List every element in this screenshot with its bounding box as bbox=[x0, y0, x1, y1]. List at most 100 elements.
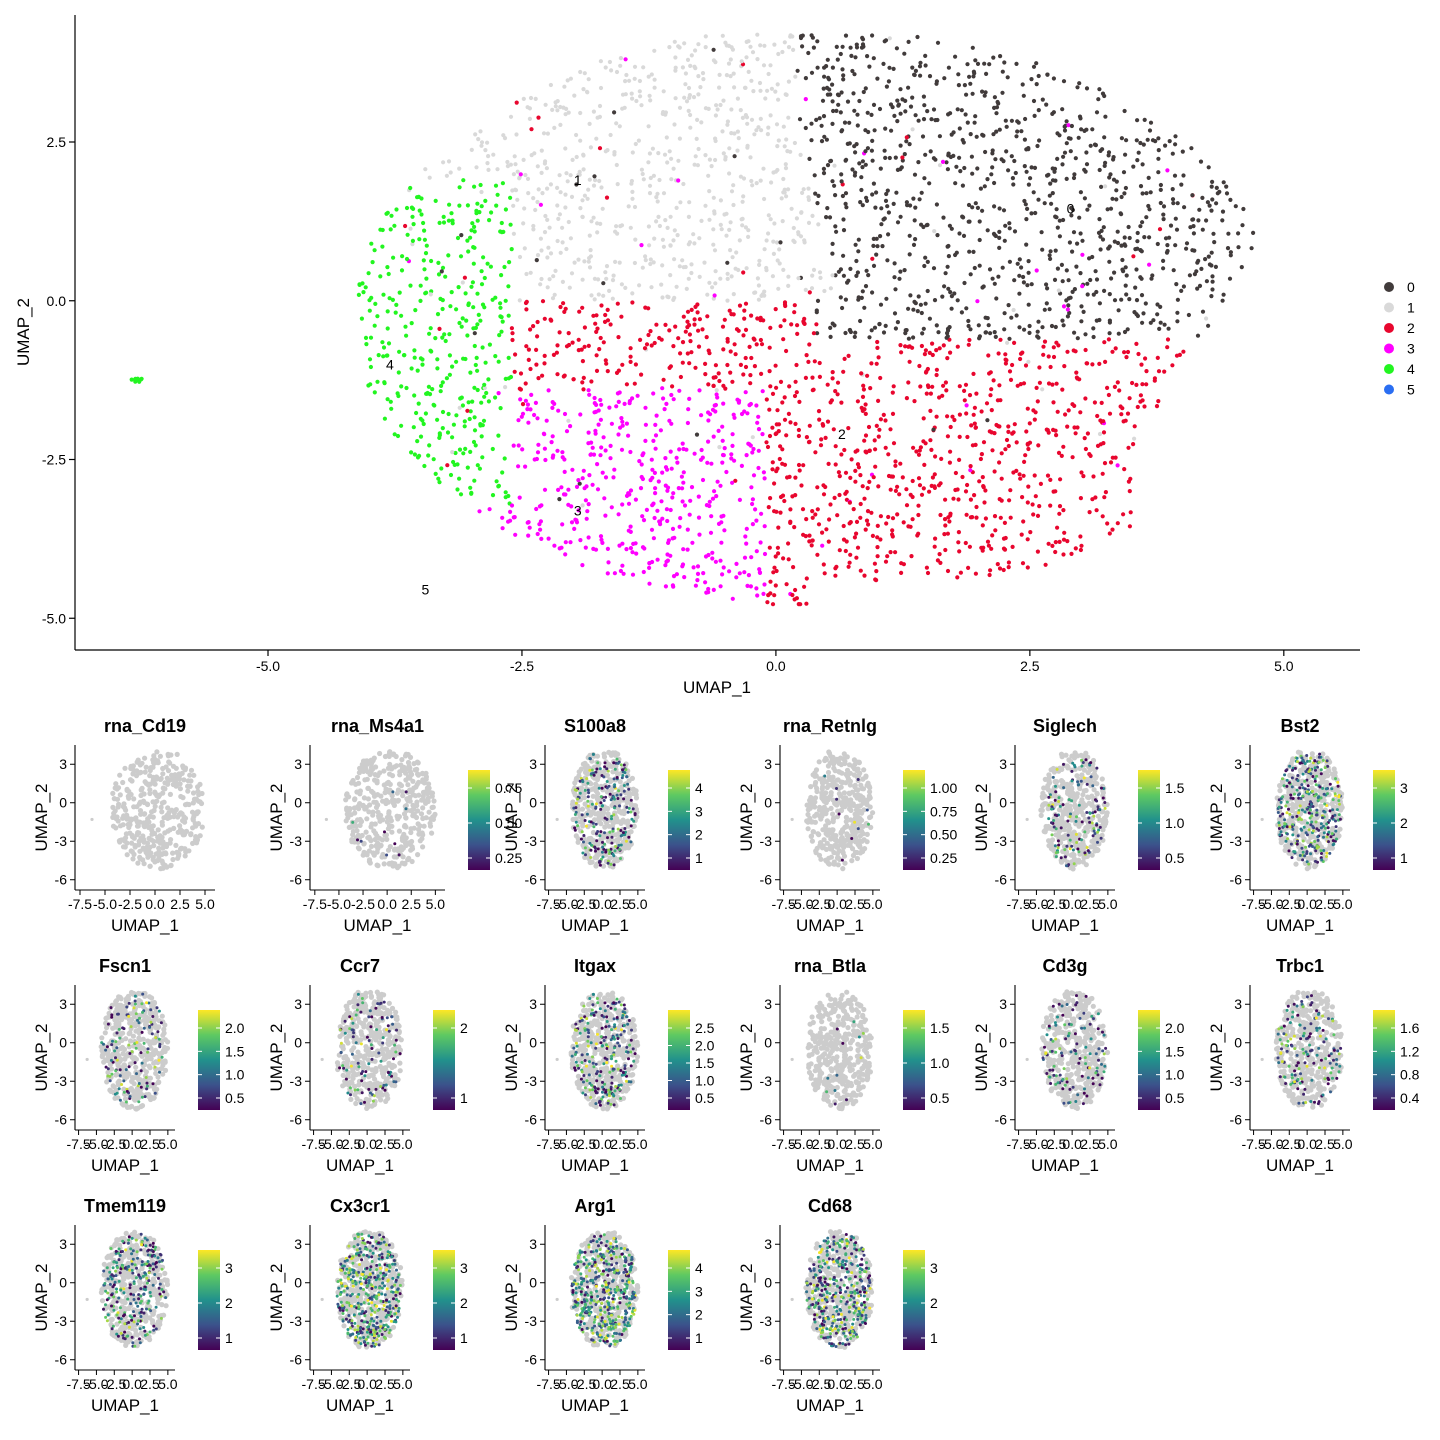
cluster-point bbox=[578, 538, 583, 543]
cluster-point bbox=[682, 41, 687, 46]
cluster-point bbox=[776, 429, 781, 434]
cluster-point bbox=[1009, 118, 1015, 123]
cluster-point bbox=[1053, 324, 1058, 330]
cluster-point bbox=[1041, 344, 1046, 349]
cluster-point bbox=[683, 71, 689, 76]
cluster-point bbox=[707, 280, 712, 285]
cluster-point bbox=[1057, 234, 1062, 239]
cluster-point bbox=[1158, 182, 1163, 188]
cluster-point bbox=[691, 95, 697, 100]
cluster-point bbox=[918, 302, 924, 307]
cluster-point bbox=[968, 468, 973, 473]
panel-y-tick-label: -6 bbox=[525, 872, 538, 888]
cluster-point bbox=[594, 136, 599, 141]
cluster-point bbox=[468, 449, 473, 454]
cluster-point bbox=[521, 96, 526, 101]
cluster-point bbox=[546, 245, 551, 250]
background-point bbox=[403, 841, 409, 847]
cluster-point bbox=[982, 61, 987, 66]
cluster-point bbox=[821, 114, 827, 119]
cluster-point bbox=[584, 516, 589, 521]
cluster-point bbox=[656, 151, 661, 156]
cluster-point bbox=[974, 504, 979, 510]
cluster-point bbox=[776, 51, 781, 57]
cluster-point bbox=[1138, 393, 1143, 398]
cluster-point bbox=[781, 124, 786, 129]
cluster-point bbox=[944, 160, 949, 165]
x-axis-label: UMAP_1 bbox=[683, 678, 751, 697]
cluster-point bbox=[795, 331, 800, 336]
cluster-point bbox=[874, 190, 879, 195]
cluster-point bbox=[762, 582, 767, 587]
cluster-point bbox=[641, 65, 646, 70]
cluster-point bbox=[763, 96, 768, 101]
cluster-point bbox=[521, 221, 526, 226]
cluster-point bbox=[624, 547, 629, 552]
cluster-point bbox=[557, 497, 562, 502]
cluster-point bbox=[503, 207, 508, 212]
cluster-point bbox=[417, 237, 422, 242]
legend-label: 1 bbox=[1407, 300, 1415, 316]
cluster-point bbox=[755, 57, 760, 62]
cluster-point bbox=[487, 218, 492, 223]
background-point bbox=[165, 751, 171, 757]
background-point bbox=[370, 809, 376, 815]
cluster-point bbox=[757, 570, 763, 575]
cluster-point bbox=[487, 507, 492, 512]
cluster-point bbox=[1040, 97, 1045, 102]
cluster-point bbox=[675, 460, 680, 465]
cluster-point bbox=[1012, 229, 1018, 234]
panel-title: S100a8 bbox=[564, 716, 626, 736]
expression-point bbox=[580, 813, 584, 817]
cluster-point bbox=[760, 432, 765, 437]
panel-y-tick-label: 3 bbox=[59, 756, 67, 772]
cluster-point bbox=[517, 386, 522, 391]
expression-point bbox=[582, 834, 586, 837]
cluster-point bbox=[1026, 146, 1031, 151]
cluster-point bbox=[853, 170, 858, 175]
cluster-point bbox=[706, 106, 711, 111]
cluster-point bbox=[1042, 201, 1047, 206]
expression-point bbox=[578, 791, 582, 795]
cluster-point bbox=[1028, 176, 1033, 181]
cluster-point bbox=[1139, 362, 1144, 367]
cluster-point bbox=[1017, 472, 1022, 477]
cluster-point bbox=[535, 416, 540, 421]
cluster-point bbox=[1101, 430, 1107, 435]
cluster-point bbox=[594, 353, 599, 358]
cluster-point bbox=[1080, 284, 1085, 289]
cluster-point bbox=[810, 538, 815, 543]
cluster-point bbox=[1021, 473, 1026, 478]
cluster-point bbox=[401, 353, 407, 358]
cluster-point bbox=[713, 559, 719, 564]
cluster-point bbox=[656, 479, 661, 484]
cluster-point bbox=[793, 493, 798, 498]
cluster-point bbox=[967, 337, 972, 343]
cluster-point bbox=[1026, 484, 1031, 489]
cluster-point bbox=[479, 140, 485, 145]
cluster-point bbox=[1022, 459, 1027, 464]
cluster-point bbox=[659, 499, 664, 504]
cluster-point bbox=[908, 293, 913, 298]
y-tick-label: -2.5 bbox=[42, 452, 66, 468]
expression-point bbox=[585, 777, 589, 781]
cluster-point bbox=[619, 314, 624, 319]
cluster-point bbox=[754, 518, 759, 523]
cluster-point bbox=[1105, 385, 1110, 390]
cluster-point bbox=[653, 446, 658, 451]
cluster-point bbox=[878, 537, 883, 542]
cluster-point bbox=[555, 203, 560, 208]
cluster-point bbox=[830, 370, 835, 375]
cluster-point bbox=[421, 258, 426, 263]
cluster-point bbox=[922, 352, 928, 357]
cluster-point bbox=[1073, 546, 1078, 551]
cluster-point bbox=[988, 568, 993, 573]
expression-point bbox=[602, 799, 606, 802]
cluster-point bbox=[689, 53, 694, 58]
cluster-point bbox=[740, 223, 745, 228]
background-point bbox=[155, 760, 161, 766]
cluster-point bbox=[700, 327, 705, 332]
cluster-point bbox=[881, 61, 886, 66]
cluster-point bbox=[490, 493, 496, 498]
cluster-point bbox=[1084, 127, 1089, 132]
